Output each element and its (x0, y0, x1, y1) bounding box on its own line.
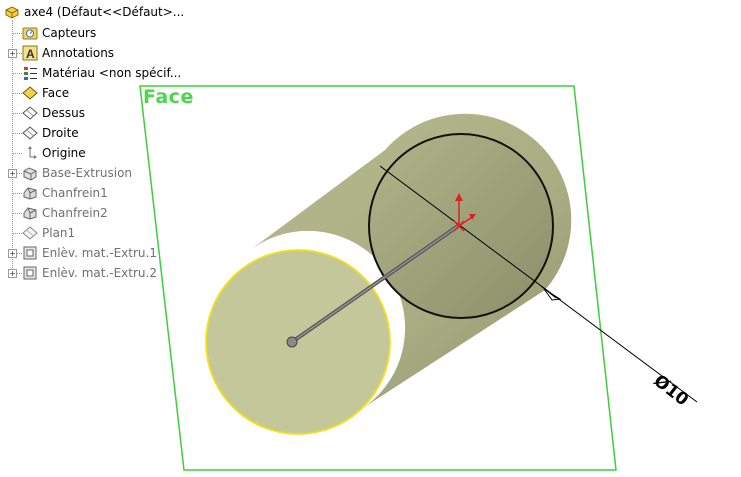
tree-item-cut-extrude-1[interactable]: Enlèv. mat.-Extru.1 (22, 244, 157, 262)
front-plane-outline[interactable] (139, 85, 617, 471)
expand-cut-extrude-2[interactable]: + (8, 269, 17, 278)
diameter-dimension-line[interactable] (379, 165, 698, 403)
hole-opening (286, 336, 298, 348)
tree-item-chanfrein2[interactable]: Chanfrein2 (22, 204, 108, 222)
tree-root-label: axe4 (Défaut<<Défaut>... (24, 5, 185, 19)
chamfer-icon (23, 207, 37, 220)
dimension-arrowhead-2 (543, 288, 562, 301)
origin-icon (28, 146, 37, 159)
tree-item-origine[interactable]: Origine (22, 144, 86, 162)
tree-item-label: Face (42, 86, 70, 100)
plane-icon (22, 226, 38, 240)
tree-item-annotations[interactable]: A Annotations (22, 44, 114, 62)
tree-item-label: Base-Extrusion (42, 166, 133, 180)
origin-triad (453, 193, 476, 232)
tree-item-face[interactable]: Face (22, 84, 69, 102)
tree-item-base-extrusion[interactable]: Base-Extrusion (22, 164, 132, 182)
tree-item-capteurs[interactable]: Capteurs (22, 24, 96, 42)
tree-item-chanfrein1[interactable]: Chanfrein1 (22, 184, 108, 202)
extrude-feature-icon (23, 167, 37, 181)
expand-base-extrusion[interactable]: + (8, 169, 17, 178)
expand-cut-extrude-1[interactable]: + (8, 249, 17, 258)
cylinder-front-face[interactable] (205, 249, 391, 435)
plane-icon (22, 126, 38, 140)
tree-item-label: Capteurs (42, 26, 97, 40)
cut-extrude-icon (23, 246, 37, 260)
tree-item-dessus[interactable]: Dessus (22, 104, 85, 122)
feature-manager-tree: axe4 (Défaut<<Défaut>... Capteurs + A An… (0, 0, 260, 300)
tree-item-droite[interactable]: Droite (22, 124, 79, 142)
tree-item-label: Dessus (42, 106, 85, 120)
tree-item-label: Chanfrein2 (42, 206, 108, 220)
tree-connector (12, 20, 13, 274)
tree-item-label: Enlèv. mat.-Extru.2 (42, 266, 157, 280)
tree-item-label: Plan1 (42, 226, 76, 240)
tree-item-label: Droite (42, 126, 79, 140)
sensor-folder-icon (22, 27, 38, 40)
tree-item-label: Origine (42, 146, 86, 160)
axis-hole-highlight (291, 225, 459, 343)
tree-item-label: Chanfrein1 (42, 186, 108, 200)
tree-item-label: Matériau <non spécif... (42, 66, 182, 80)
cut-extrude-icon (23, 266, 37, 280)
annotation-icon: A (22, 45, 38, 61)
part-icon (5, 6, 19, 19)
tree-item-cut-extrude-2[interactable]: Enlèv. mat.-Extru.2 (22, 264, 157, 282)
plane-label-face: Face (143, 86, 194, 108)
expand-annotations[interactable]: + (8, 49, 17, 58)
tree-root-part[interactable]: axe4 (Défaut<<Défaut>... (4, 3, 184, 21)
tree-item-plan1[interactable]: Plan1 (22, 224, 75, 242)
tree-item-label: Enlèv. mat.-Extru.1 (42, 246, 157, 260)
tree-item-materiau[interactable]: Matériau <non spécif... (22, 64, 181, 82)
chamfer-icon (23, 187, 37, 200)
plane-icon (22, 106, 38, 120)
tree-item-label: Annotations (42, 46, 115, 60)
svg-text:A: A (26, 47, 35, 61)
material-icon (24, 67, 37, 80)
plane-icon (22, 86, 38, 100)
